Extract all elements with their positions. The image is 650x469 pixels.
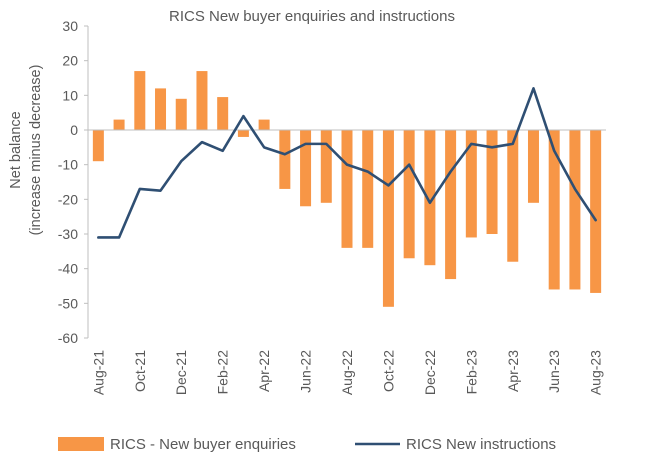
y-tick-label: -40 (58, 261, 78, 277)
bar (279, 130, 291, 189)
x-tick-label: Apr-23 (505, 350, 521, 392)
y-tick-label: -30 (58, 226, 78, 242)
bar (196, 71, 208, 130)
x-tick-label: Oct-22 (380, 350, 396, 392)
y-tick-label: -10 (58, 157, 78, 173)
bar (382, 130, 394, 307)
bar (590, 130, 602, 293)
x-axis-ticks: Aug-21 Oct-21 Dec-21 Feb-22 Apr-22 Jun-22 Aug-… (90, 350, 603, 395)
legend-label-line: RICS New instructions (406, 436, 556, 453)
y-tick-label: -50 (58, 295, 78, 311)
x-tick-label: Aug-21 (90, 350, 106, 395)
bar (155, 88, 167, 130)
legend-swatch-bar (58, 437, 104, 451)
axes (84, 25, 606, 339)
legend-label-bar: RICS - New buyer enquiries (110, 436, 296, 453)
bar-series (92, 71, 602, 307)
y-tick-label: 10 (62, 87, 78, 103)
bar (507, 130, 519, 262)
line-path (97, 87, 597, 239)
y-axis-ticks: 30 20 10 0 -10 -20 -30 -40 -50 -60 (58, 18, 78, 346)
y-axis-title: Net balance (increase minus decrease) (8, 65, 44, 236)
bar (113, 119, 125, 130)
y-tick-label: 20 (62, 53, 78, 69)
y-tick-label: 30 (62, 18, 78, 34)
y-axis-title-line: (increase minus decrease) (28, 65, 44, 236)
x-tick-label: Apr-22 (256, 350, 272, 392)
bar (217, 97, 229, 130)
y-axis-title-line: Net balance (8, 111, 24, 188)
bar (362, 130, 374, 248)
bar (486, 130, 498, 234)
bar (465, 130, 477, 238)
y-tick-label: -20 (58, 191, 78, 207)
x-tick-label: Jun-22 (298, 350, 314, 393)
chart-title: RICS New buyer enquiries and instruction… (169, 8, 455, 25)
line-series (97, 87, 597, 239)
bar (548, 130, 560, 290)
bar (300, 130, 312, 207)
x-tick-label: Jun-23 (546, 350, 562, 393)
bar (424, 130, 436, 266)
bar (134, 71, 146, 130)
bar (237, 130, 249, 137)
x-tick-label: Aug-22 (339, 350, 355, 395)
x-tick-label: Feb-23 (463, 350, 479, 395)
legend: RICS - New buyer enquiries RICS New instr… (58, 436, 556, 453)
bar (445, 130, 457, 280)
bar (341, 130, 353, 248)
bar (258, 119, 270, 130)
x-tick-label: Dec-21 (173, 350, 189, 395)
x-tick-label: Oct-21 (132, 350, 148, 392)
bar (92, 130, 104, 162)
bar (569, 130, 581, 290)
bar (175, 98, 187, 130)
x-tick-label: Aug-23 (588, 350, 604, 395)
bar (403, 130, 415, 259)
x-tick-label: Dec-22 (422, 350, 438, 395)
bar (527, 130, 539, 203)
y-tick-label: -60 (58, 330, 78, 346)
bar (320, 130, 332, 203)
x-tick-label: Feb-22 (215, 350, 231, 395)
y-tick-label: 0 (70, 122, 78, 138)
